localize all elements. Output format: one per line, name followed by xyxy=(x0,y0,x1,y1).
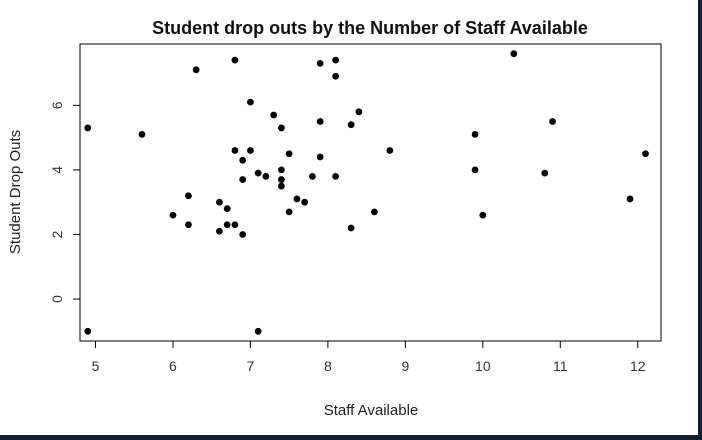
data-point xyxy=(347,121,355,129)
y-axis: 0 2 4 6 xyxy=(49,101,81,303)
x-tick-label: 11 xyxy=(553,358,568,374)
data-points xyxy=(84,50,649,335)
data-point xyxy=(471,130,479,138)
data-point xyxy=(231,221,239,229)
data-point xyxy=(262,172,270,180)
data-point xyxy=(192,66,200,74)
y-tick-label: 6 xyxy=(49,101,65,109)
data-point xyxy=(626,195,634,203)
data-point xyxy=(386,147,394,154)
x-axis: 5 6 7 8 9 10 11 12 xyxy=(92,340,646,374)
data-point xyxy=(138,130,146,138)
data-point xyxy=(169,211,177,219)
data-point xyxy=(254,327,262,335)
data-point xyxy=(293,195,301,203)
data-point xyxy=(285,150,293,158)
x-axis-title: Staff Available xyxy=(324,402,419,419)
data-point xyxy=(216,227,223,235)
data-point xyxy=(355,108,363,116)
data-point xyxy=(223,205,231,213)
data-point xyxy=(332,56,340,64)
x-tick-label: 8 xyxy=(324,358,332,374)
data-point xyxy=(642,150,649,158)
data-point xyxy=(278,176,285,183)
data-point xyxy=(84,124,92,132)
data-point xyxy=(270,111,278,119)
data-point xyxy=(316,153,324,161)
data-point xyxy=(247,98,254,106)
data-point xyxy=(510,50,518,58)
data-point xyxy=(316,118,324,125)
data-point xyxy=(285,208,293,216)
data-point xyxy=(301,198,309,206)
x-tick-label: 5 xyxy=(92,358,100,374)
data-point xyxy=(278,182,285,190)
data-point xyxy=(549,118,556,125)
data-point xyxy=(231,56,239,64)
data-point xyxy=(316,59,324,67)
data-point xyxy=(479,211,487,219)
y-tick-label: 0 xyxy=(49,295,65,303)
data-point xyxy=(84,327,92,335)
data-point xyxy=(278,124,285,132)
data-point xyxy=(254,169,262,177)
data-point xyxy=(185,192,192,200)
data-point xyxy=(541,169,549,177)
y-tick-label: 4 xyxy=(49,166,65,174)
data-point xyxy=(278,166,285,174)
data-point xyxy=(223,221,231,229)
data-point xyxy=(216,198,223,206)
data-point xyxy=(370,208,378,216)
x-tick-label: 6 xyxy=(169,358,177,374)
x-tick-label: 7 xyxy=(247,358,255,374)
plot-area xyxy=(79,43,662,342)
data-point xyxy=(239,231,247,238)
chart-title: Student drop outs by the Number of Staff… xyxy=(152,18,588,38)
x-tick-label: 12 xyxy=(630,358,646,374)
y-tick-label: 2 xyxy=(49,230,65,238)
y-axis-title: Student Drop Outs xyxy=(7,130,24,254)
data-point xyxy=(347,224,355,232)
data-point xyxy=(332,72,340,80)
data-point xyxy=(231,147,239,154)
data-point xyxy=(239,156,247,164)
data-point xyxy=(471,166,479,174)
data-point xyxy=(185,221,192,229)
data-point xyxy=(309,172,316,180)
data-point xyxy=(332,172,340,180)
x-tick-label: 10 xyxy=(475,358,491,374)
data-point xyxy=(247,147,254,154)
x-tick-label: 9 xyxy=(401,358,409,374)
data-point xyxy=(239,176,247,183)
